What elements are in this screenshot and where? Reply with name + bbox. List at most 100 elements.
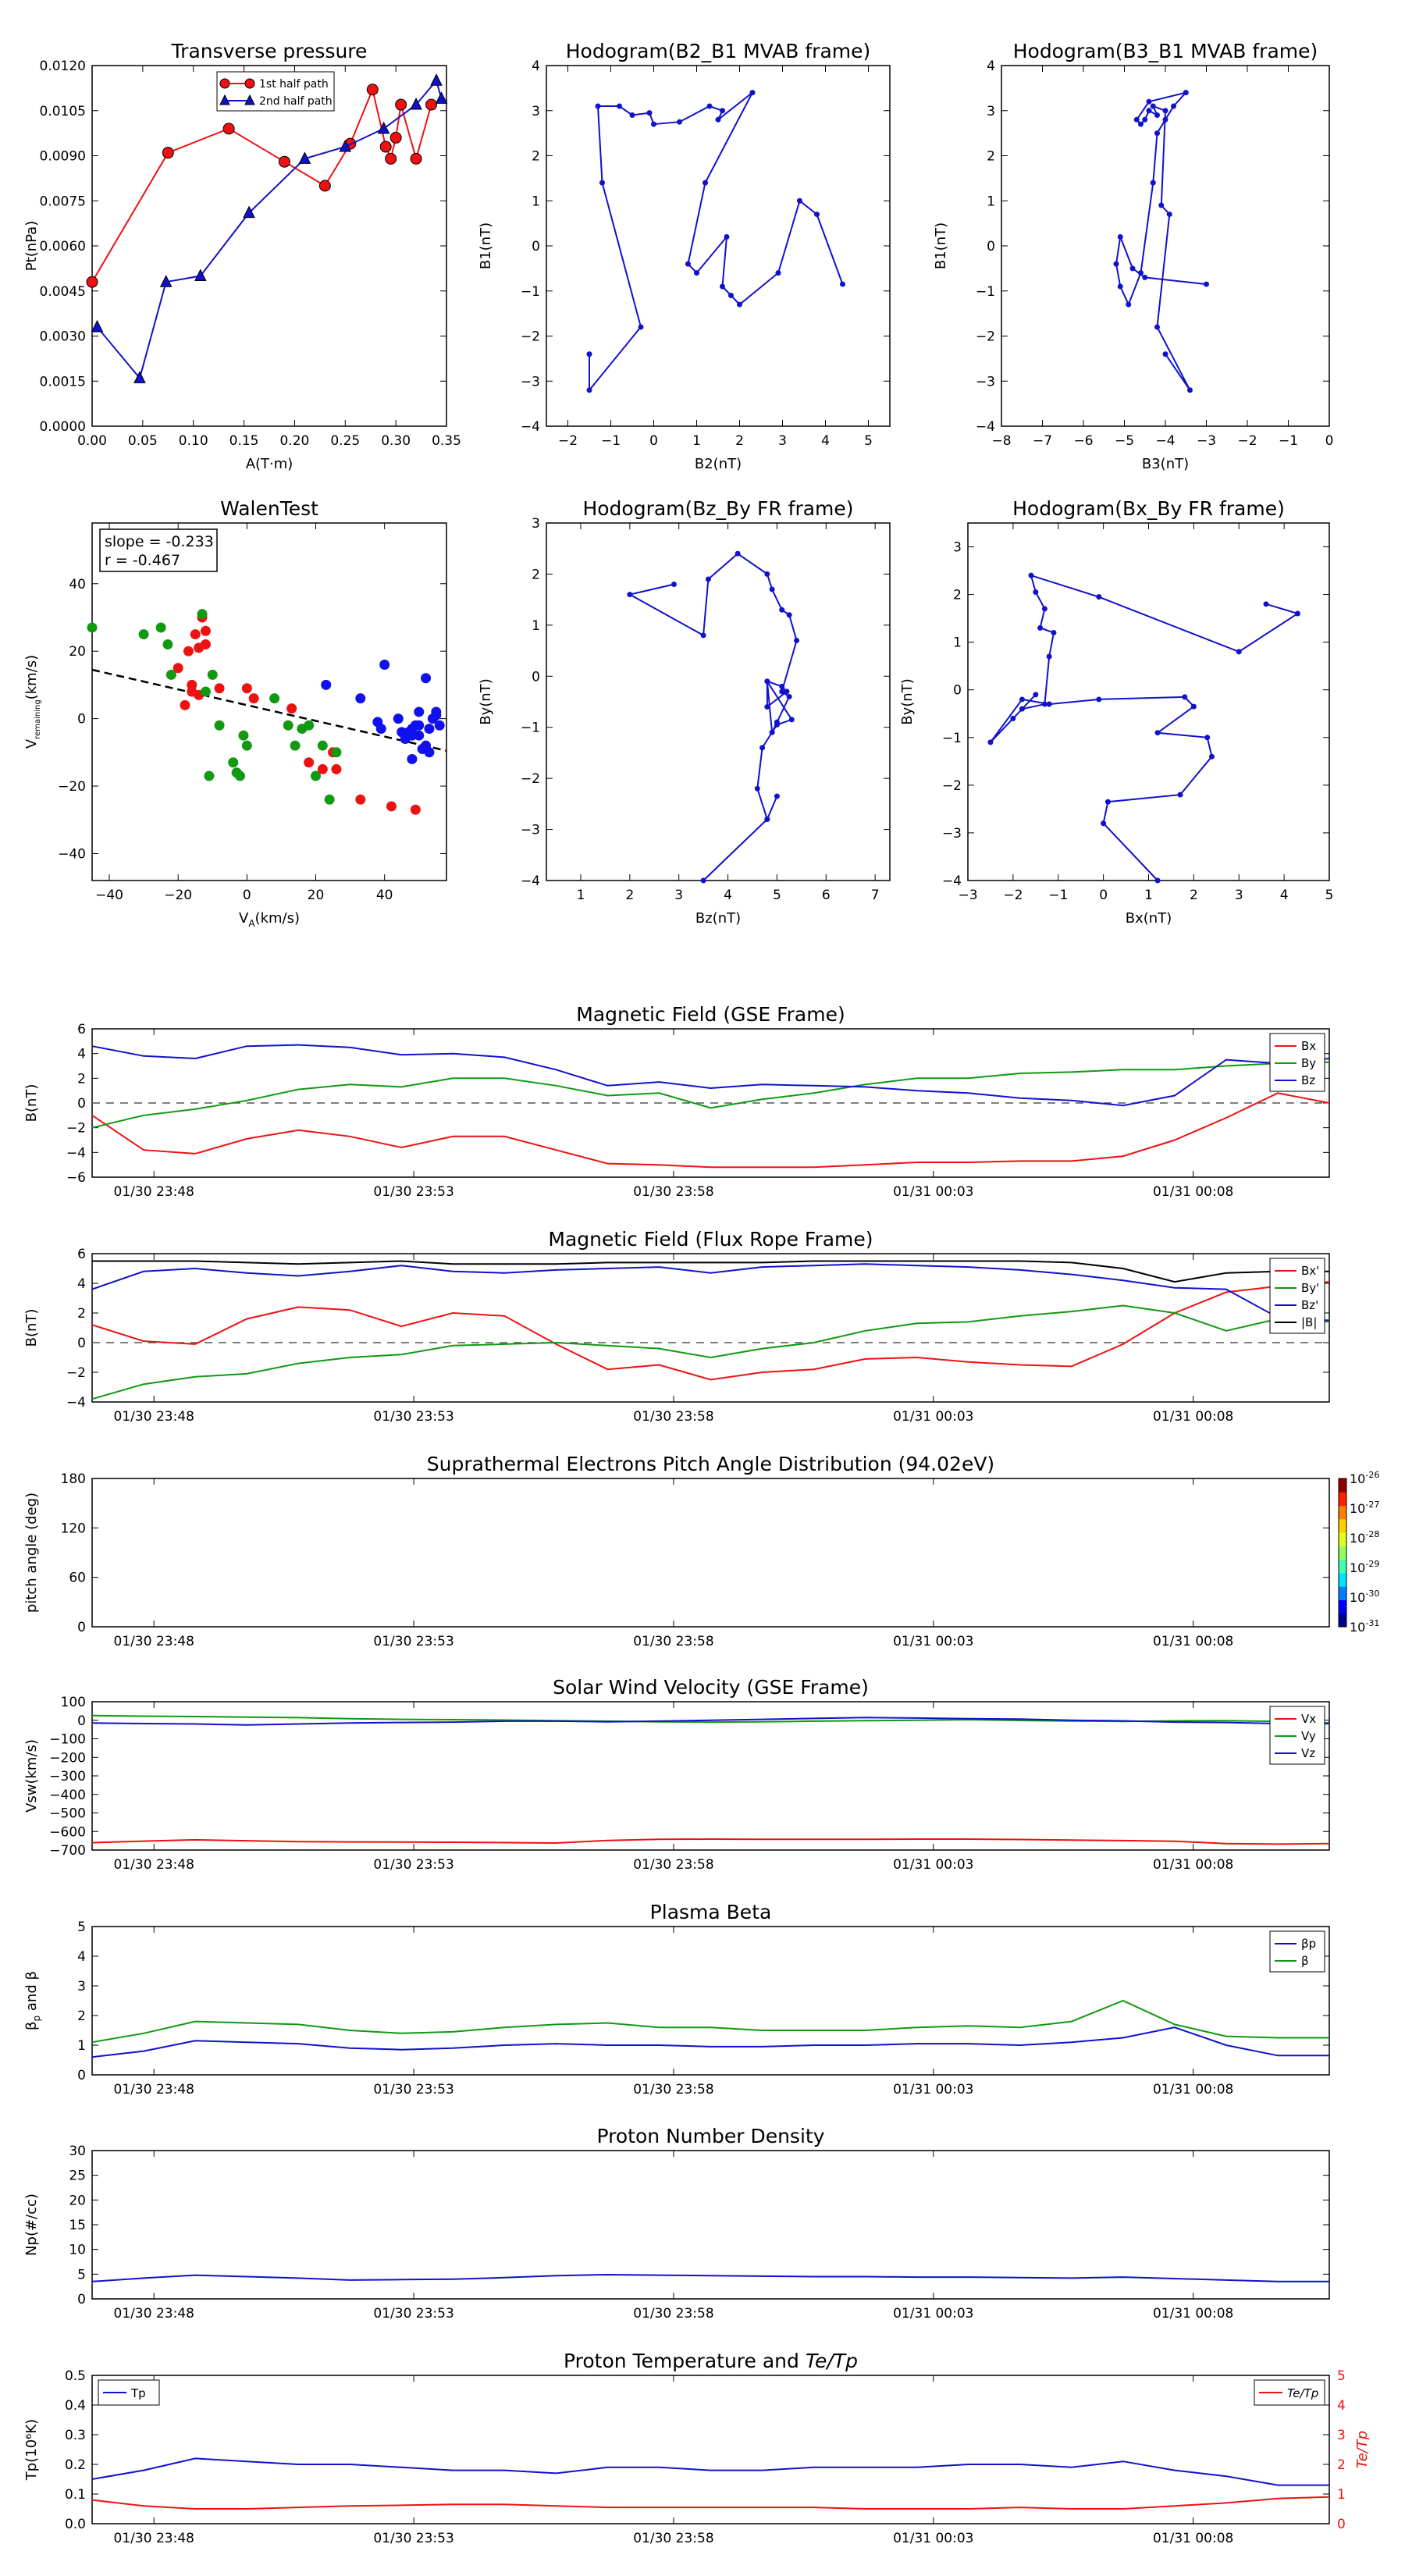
series-line-np [91, 2273, 1329, 2282]
y-tick-label: −2 [66, 1121, 86, 1137]
y2-tick-label: 5 [1337, 2368, 1346, 2384]
data-point [1117, 283, 1123, 290]
time-tick-label: 01/30 23:58 [633, 2082, 713, 2097]
x-tick-label: −4 [1155, 433, 1175, 449]
y-tick-label: 0 [77, 712, 86, 728]
colorbar-exponent: -30 [1365, 1589, 1379, 1599]
scatter-point [317, 763, 328, 774]
legend-label: Bz [1301, 1073, 1315, 1087]
y-tick-label: 2 [77, 1306, 86, 1322]
scatter-point [248, 693, 259, 704]
data-point [774, 721, 780, 728]
y-tick-label: 0 [77, 1096, 86, 1112]
data-point [1154, 730, 1161, 736]
data-point [779, 607, 785, 613]
annotation-box: slope = -0.233 r = -0.467 [99, 528, 218, 572]
y-tick-label: 0.4 [65, 2398, 86, 2414]
colorbar-label: 10-30 [1350, 1589, 1379, 1605]
x-tick-label: 1 [1144, 888, 1153, 903]
data-point [794, 637, 800, 643]
legend-marker [244, 94, 255, 105]
x-tick-label: 3 [778, 433, 787, 449]
x-tick-label: 0.30 [381, 433, 411, 449]
y-axis-label: B1(nT) [478, 222, 494, 269]
y-tick-label: 25 [69, 2169, 86, 2184]
y-tick-label: −500 [49, 1806, 86, 1822]
y-tick-label: 0 [77, 1620, 86, 1635]
scatter-point [404, 727, 414, 738]
legend: Vx Vy Vz [1269, 1706, 1325, 1765]
y2-axis-label: Te/Tp [1354, 2431, 1371, 2468]
y-tick-label: 3 [953, 540, 962, 556]
x-axis-label-part: A [248, 918, 255, 929]
data-point [1041, 606, 1048, 612]
x-axis-label: Bx(nT) [1126, 910, 1172, 927]
data-point [430, 73, 443, 86]
y-tick-label: 0 [953, 683, 962, 699]
data-point [705, 576, 711, 582]
time-tick-label: 01/30 23:58 [633, 1634, 713, 1649]
series-line-bx [91, 1281, 1330, 1381]
scatter-point [424, 747, 435, 758]
time-tick-label: 01/30 23:48 [114, 1857, 194, 1873]
title-math: Te/Tp [806, 2350, 858, 2372]
data-point [1177, 792, 1183, 798]
time-tick-label: 01/31 00:03 [893, 1409, 973, 1425]
legend-marker [244, 78, 255, 89]
scatter-point [317, 740, 328, 751]
series-line-bz [91, 1263, 1330, 1322]
colorbar-base: 10 [1350, 1531, 1365, 1546]
data-point [764, 816, 770, 822]
colorbar-label: 10-31 [1350, 1618, 1379, 1635]
x-tick-label: 3 [1235, 888, 1243, 903]
y-tick-label: 3 [987, 104, 995, 119]
chart-title: Magnetic Field (Flux Rope Frame) [548, 1228, 873, 1251]
x-tick-label: 0.25 [330, 433, 360, 449]
data-point [1236, 649, 1242, 655]
data-point [162, 147, 174, 159]
y-tick-label: −1 [942, 731, 962, 746]
data-point [599, 180, 605, 186]
colorbar-segment [1339, 1505, 1346, 1520]
y-tick-label: 20 [69, 2193, 86, 2208]
colorbar-base: 10 [1350, 1620, 1365, 1635]
scatter-point [324, 794, 335, 805]
scatter-point [331, 747, 342, 758]
data-point [595, 103, 601, 109]
y-tick-label: 0 [532, 239, 540, 254]
legend-label: Tp [130, 2386, 146, 2400]
scatter-point [393, 713, 404, 724]
scatter-point [431, 706, 442, 717]
y-tick-label: 40 [69, 577, 86, 592]
time-tick-label: 01/30 23:58 [633, 2306, 713, 2322]
plot-frame [546, 522, 891, 881]
x-tick-label: 0.20 [279, 433, 309, 449]
data-point [1051, 629, 1057, 635]
y-axis-label: Vsw(km/s) [23, 1739, 40, 1813]
chart-title: Proton Number Density [597, 2125, 825, 2147]
data-point [638, 324, 644, 330]
data-point [410, 152, 422, 165]
time-tick-label: 01/31 00:08 [1153, 1184, 1233, 1200]
colorbar-segment [1339, 1586, 1346, 1600]
y-tick-label: −400 [49, 1788, 86, 1803]
y-tick-label: −4 [976, 419, 995, 435]
x-tick-label: −20 [164, 888, 192, 903]
data-point [339, 139, 352, 152]
data-point [298, 151, 311, 164]
y-tick-label: 0 [77, 2292, 86, 2307]
data-point [1033, 589, 1039, 596]
y-axis-label: pitch angle (deg) [23, 1493, 40, 1613]
time-tick-label: 01/30 23:48 [114, 2306, 194, 2322]
data-point [159, 275, 173, 287]
y2-tick-label: 1 [1337, 2487, 1346, 2503]
y-tick-label: −4 [521, 873, 540, 889]
plot-frame [91, 2150, 1330, 2300]
data-point [702, 180, 708, 186]
data-point [1096, 696, 1102, 703]
data-point [1183, 90, 1189, 96]
time-tick-label: 01/31 00:08 [1153, 1857, 1233, 1873]
x-axis-label: VA(km/s) [239, 910, 300, 929]
x-axis-label: B2(nT) [695, 456, 742, 472]
